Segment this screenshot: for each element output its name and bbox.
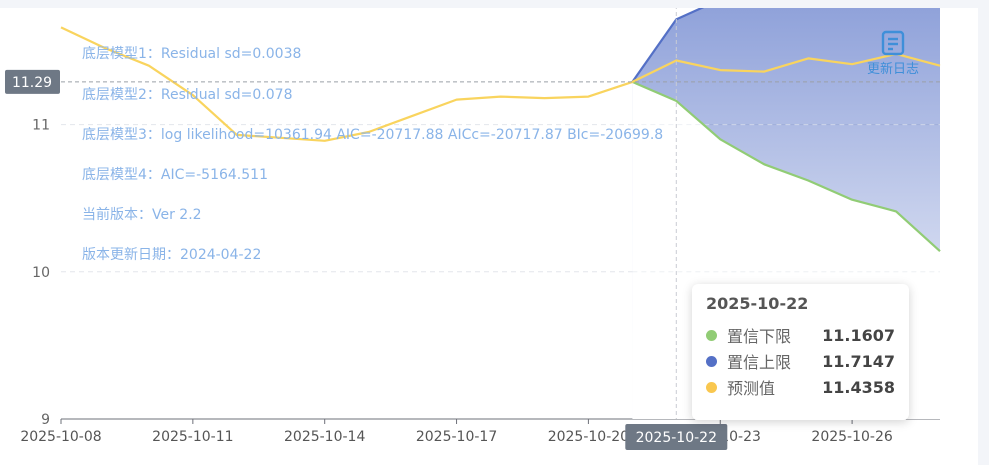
tooltip-name-lower: 置信下限 [727, 327, 792, 346]
chart-card: 910111213142025-10-082025-10-112025-10-1… [0, 8, 978, 465]
document-icon [881, 30, 905, 56]
legend-dot-upper [706, 355, 717, 367]
y-tick-label: 9 [41, 412, 50, 428]
changelog-label: 更新日志 [866, 62, 919, 77]
model-note-1: 底层模型1：Residual sd=0.0038 [82, 46, 301, 62]
legend-dot-forecast [706, 381, 717, 393]
tooltip-name-upper: 置信上限 [727, 353, 792, 372]
y-tick-label: 11 [32, 118, 50, 134]
tooltip-value-upper: 11.7147 [822, 351, 895, 371]
series-line-lower [631, 80, 941, 253]
model-note-2: 底层模型2：Residual sd=0.078 [82, 87, 292, 103]
tooltip-name-forecast: 预测值 [727, 379, 776, 398]
series-line-forecast [60, 26, 941, 142]
tooltip-row-lower: 置信下限 11.1607 [706, 322, 895, 348]
crosshair-y-badge [5, 69, 60, 94]
tooltip-value-lower: 11.1607 [822, 325, 895, 345]
model-note-4: 底层模型4：AIC=-5164.511 [82, 167, 268, 183]
model-note-3: 底层模型3：log likelihood=10361.94 AIC=-20717… [82, 127, 663, 143]
x-tick-label: 2025-10-11 [152, 429, 233, 445]
tooltip: 2025-10-22 置信下限 11.1607 置信上限 11.7147 预测值… [692, 284, 909, 420]
tooltip-row-upper: 置信上限 11.7147 [706, 348, 895, 374]
model-note-6: 版本更新日期：2024-04-22 [82, 247, 261, 263]
x-tick-label: 2025-10-20 [548, 429, 629, 445]
crosshair-x-badge [625, 424, 728, 450]
x-tick-label: 2025-10-14 [284, 429, 365, 445]
crosshair-x-label: 2025-10-22 [636, 430, 717, 446]
changelog-button[interactable]: 更新日志 [858, 30, 928, 77]
x-tick-label: 2025-10-17 [416, 429, 497, 445]
series-line-upper [631, 8, 705, 83]
x-tick-label: 2025-10-08 [20, 429, 101, 445]
crosshair-y-label: 11.29 [12, 75, 52, 91]
tooltip-value-forecast: 11.4358 [822, 377, 895, 397]
tooltip-title: 2025-10-22 [706, 294, 809, 313]
y-tick-label: 10 [32, 265, 50, 281]
tooltip-row-forecast: 预测值 11.4358 [706, 374, 895, 400]
legend-dot-lower [706, 329, 717, 341]
x-tick-label: 2025-10-26 [811, 429, 892, 445]
model-note-5: 当前版本：Ver 2.2 [82, 206, 202, 223]
